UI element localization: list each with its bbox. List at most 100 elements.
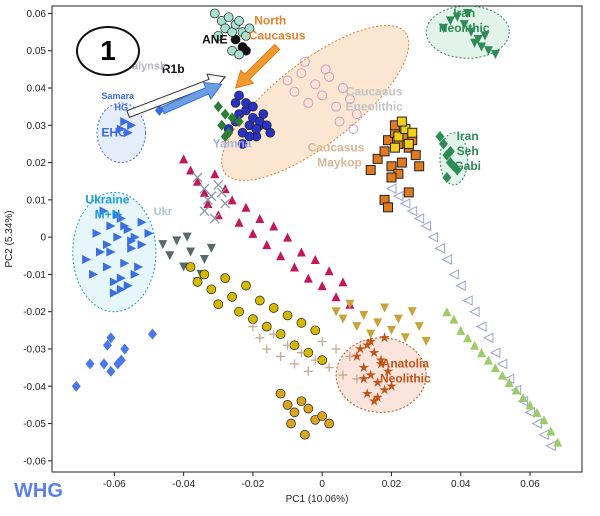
data-point	[452, 12, 462, 22]
data-point	[123, 128, 133, 138]
data-point	[324, 418, 334, 429]
group-label: HG	[115, 102, 129, 112]
data-point	[165, 251, 175, 261]
data-point	[192, 176, 202, 186]
data-point	[410, 150, 421, 161]
data-point	[296, 396, 307, 407]
data-point	[144, 228, 154, 238]
data-point	[241, 280, 251, 291]
data-point	[106, 221, 116, 231]
data-point	[213, 101, 223, 113]
x-tick-label: -0.04	[172, 479, 195, 490]
data-point	[403, 138, 414, 149]
data-point	[365, 165, 376, 176]
data-point	[102, 339, 112, 351]
data-point	[324, 363, 334, 373]
data-point	[358, 373, 369, 384]
data-point	[372, 153, 383, 164]
data-point	[282, 310, 293, 321]
data-point	[116, 124, 126, 134]
data-point	[337, 83, 348, 94]
data-point	[203, 199, 213, 209]
data-point	[396, 116, 407, 127]
data-point	[137, 217, 147, 227]
data-point	[511, 385, 521, 395]
data-point	[406, 205, 418, 217]
group-label: North	[254, 14, 286, 28]
data-point	[265, 127, 276, 138]
data-point	[255, 213, 265, 223]
data-point	[477, 42, 487, 52]
group-label: Caucasus	[308, 140, 365, 154]
data-point	[120, 221, 130, 231]
data-point	[334, 116, 345, 127]
data-point	[403, 187, 414, 198]
data-point	[127, 120, 137, 130]
data-point	[320, 64, 331, 75]
y-tick-label: 0	[40, 233, 46, 244]
data-point	[102, 240, 112, 250]
group-label: Caucasus	[346, 84, 403, 98]
group-label: Seh	[457, 144, 479, 158]
data-point	[213, 30, 224, 41]
data-point	[116, 284, 126, 294]
y-tick-label: -0.05	[23, 419, 46, 430]
data-point	[289, 262, 299, 272]
y-tick-label: 0.05	[27, 46, 47, 57]
data-point	[134, 262, 144, 272]
data-point	[106, 365, 116, 377]
data-point	[386, 172, 397, 183]
data-point	[310, 79, 321, 90]
data-point	[120, 117, 130, 127]
data-point	[303, 97, 314, 108]
data-point	[234, 90, 244, 101]
data-point	[116, 354, 126, 366]
data-point	[186, 247, 196, 257]
data-point	[546, 426, 556, 436]
data-point	[113, 210, 123, 220]
data-point	[438, 23, 448, 33]
data-point	[396, 157, 407, 168]
data-point	[379, 146, 390, 157]
data-point	[296, 348, 306, 358]
data-point	[455, 280, 466, 291]
data-point	[399, 198, 411, 209]
group-label: Ukraine	[85, 193, 129, 207]
y-tick-label: -0.03	[23, 344, 46, 355]
data-point	[210, 169, 220, 179]
data-point	[317, 337, 327, 347]
data-point	[351, 350, 363, 361]
data-point	[299, 56, 310, 67]
group-label: Neolithic	[439, 21, 490, 35]
data-point	[359, 310, 369, 320]
data-point	[261, 321, 272, 332]
group-label: Samara	[102, 91, 136, 101]
x-tick-label: -0.02	[242, 479, 265, 490]
data-point	[248, 101, 258, 112]
data-point	[248, 322, 258, 332]
data-point	[386, 380, 397, 391]
y-axis-ticks: -0.06 -0.05 -0.04 -0.03 -0.02 -0.01 0 0.01 0.02 0…	[23, 9, 52, 467]
data-point	[427, 231, 439, 243]
data-point	[289, 407, 300, 418]
data-point	[483, 355, 493, 365]
group-labels: NorthCaucasusANER1bKhvalynskSamaraHGEHGY…	[85, 6, 489, 385]
data-point	[113, 232, 123, 242]
data-point	[237, 139, 248, 149]
y-tick-label: -0.04	[23, 382, 46, 393]
data-point	[393, 131, 404, 142]
data-point	[289, 86, 300, 97]
data-point	[234, 217, 244, 227]
data-point	[400, 333, 410, 343]
data-point	[414, 161, 425, 172]
data-point	[202, 194, 213, 205]
data-point	[385, 183, 397, 194]
data-point	[434, 243, 445, 254]
data-point	[379, 384, 390, 395]
data-point	[116, 273, 126, 283]
data-point	[483, 46, 493, 56]
data-point	[413, 213, 425, 224]
x-axis-label: PC1 (10.06%)	[286, 494, 349, 505]
data-point	[553, 437, 563, 447]
